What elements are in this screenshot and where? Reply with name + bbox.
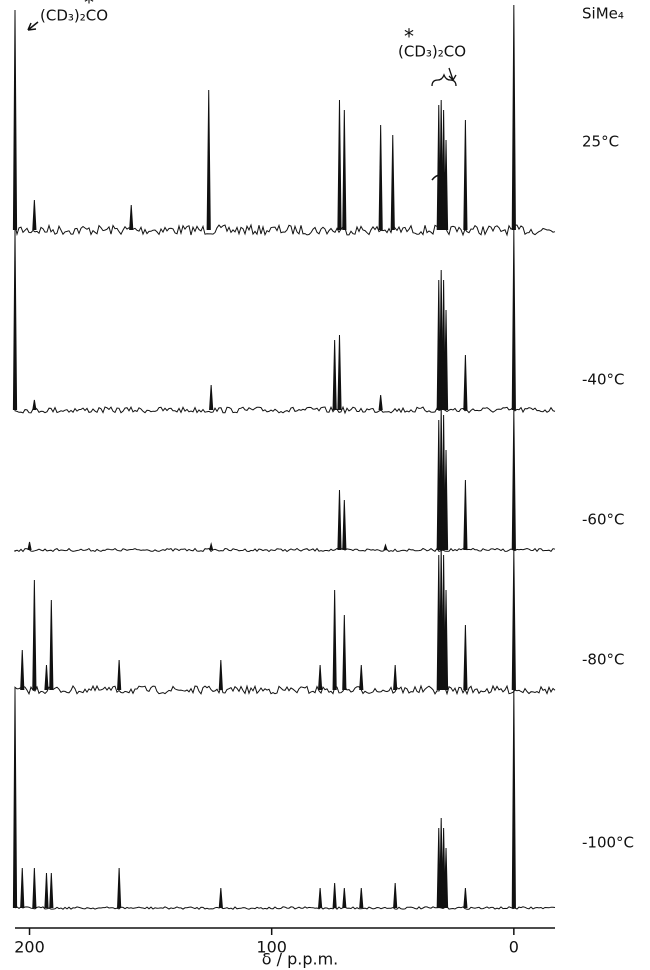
arrow <box>27 21 39 31</box>
peak <box>332 882 337 909</box>
peak <box>463 887 468 909</box>
peak <box>49 599 54 691</box>
peak <box>359 887 364 909</box>
peak <box>12 689 18 909</box>
peak <box>378 394 383 411</box>
annotation: SiMe₄ <box>582 5 624 23</box>
peak <box>332 589 337 691</box>
peak <box>337 489 342 551</box>
baseline <box>14 906 556 910</box>
x-tick-label: 200 <box>14 938 45 957</box>
x-tick-label: 100 <box>256 938 287 957</box>
trace-label: -100°C <box>582 834 634 852</box>
brace <box>431 73 457 87</box>
peak <box>443 139 449 231</box>
peak <box>206 89 211 231</box>
peak <box>20 649 25 691</box>
baseline <box>14 684 556 696</box>
peak <box>32 399 37 411</box>
peak <box>383 543 388 551</box>
trace-label: 25°C <box>582 133 619 151</box>
peak <box>32 199 37 231</box>
peak <box>32 579 37 691</box>
peak <box>443 309 449 411</box>
trace-label: -60°C <box>582 511 624 529</box>
peak <box>129 204 134 231</box>
peak <box>27 541 32 551</box>
annotation: (CD₃)₂CO <box>398 43 466 61</box>
x-tick-label: 0 <box>509 938 519 957</box>
peak <box>332 339 337 411</box>
peak <box>32 867 37 909</box>
peak <box>359 664 364 691</box>
annotation-mark: * <box>404 25 414 49</box>
peak <box>218 659 223 691</box>
peak <box>20 867 25 909</box>
peak <box>463 624 468 691</box>
peak <box>342 499 347 551</box>
x-axis-label: δ / p.p.m. <box>262 950 339 969</box>
peak <box>342 887 347 909</box>
peak <box>318 887 323 909</box>
peak <box>511 229 516 411</box>
peak <box>49 872 54 909</box>
annotation-mark: * <box>84 0 94 15</box>
peak <box>342 109 347 231</box>
peak <box>390 134 395 231</box>
baseline <box>14 547 556 553</box>
trace-label: -40°C <box>582 371 624 389</box>
peak <box>342 614 347 691</box>
peak <box>443 589 449 691</box>
peak <box>117 659 122 691</box>
baseline <box>14 405 556 415</box>
peak <box>511 409 516 551</box>
peak <box>12 229 18 411</box>
baseline <box>14 223 556 237</box>
peak <box>337 334 342 411</box>
annotation: (CD₃)₂CO <box>40 7 108 25</box>
arrow <box>448 67 457 81</box>
peak <box>378 124 383 231</box>
peak <box>318 664 323 691</box>
peak <box>511 549 516 691</box>
peak <box>218 887 223 909</box>
peak <box>117 867 122 909</box>
peak <box>393 882 398 909</box>
peak <box>337 99 342 231</box>
peak <box>463 354 468 411</box>
peak <box>209 384 214 411</box>
peak <box>393 664 398 691</box>
peak <box>443 449 449 551</box>
peak <box>463 479 468 551</box>
trace-label: -80°C <box>582 651 624 669</box>
peak <box>44 872 49 909</box>
peak <box>511 689 516 909</box>
peak <box>209 542 214 551</box>
peak <box>511 4 516 231</box>
peak <box>443 847 449 909</box>
peak <box>463 119 468 231</box>
peak <box>44 664 49 691</box>
peak <box>12 9 18 231</box>
